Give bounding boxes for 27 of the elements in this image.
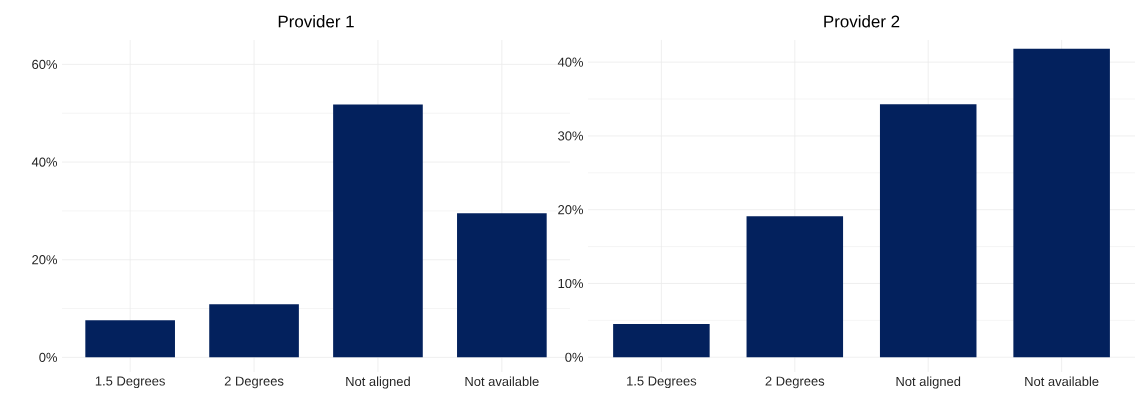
y-tick-label: 20%: [32, 255, 58, 265]
x-tick-label: 1.5 Degrees: [95, 376, 165, 389]
y-tick-label: 10%: [558, 278, 584, 289]
bar: [85, 320, 175, 358]
chart-title: Provider 2: [824, 15, 900, 28]
bar: [746, 216, 844, 358]
y-tick-label: 0%: [565, 352, 584, 362]
x-tick-label: 2 Degrees: [765, 376, 825, 389]
chart-title: Provider 1: [278, 15, 354, 28]
x-tick-label: Not available: [1025, 376, 1099, 387]
x-tick-label: Not aligned: [346, 376, 410, 389]
y-tick-label: 30%: [558, 131, 584, 141]
bar: [209, 304, 299, 358]
bar: [879, 104, 977, 358]
bar: [333, 104, 423, 358]
bar: [457, 213, 547, 358]
x-tick-label: 1.5 Degrees: [627, 376, 697, 389]
y-tick-label: 40%: [557, 57, 584, 67]
y-tick-label: 40%: [31, 157, 58, 167]
bar: [1013, 48, 1110, 358]
y-tick-label: 20%: [558, 205, 584, 215]
y-tick-label: 0%: [39, 352, 58, 362]
x-tick-label: 2 Degrees: [224, 376, 284, 389]
y-tick-label: 60%: [32, 59, 58, 69]
bar: [613, 324, 710, 358]
x-tick-label: Not available: [465, 376, 539, 387]
x-tick-label: Not aligned: [896, 376, 961, 389]
